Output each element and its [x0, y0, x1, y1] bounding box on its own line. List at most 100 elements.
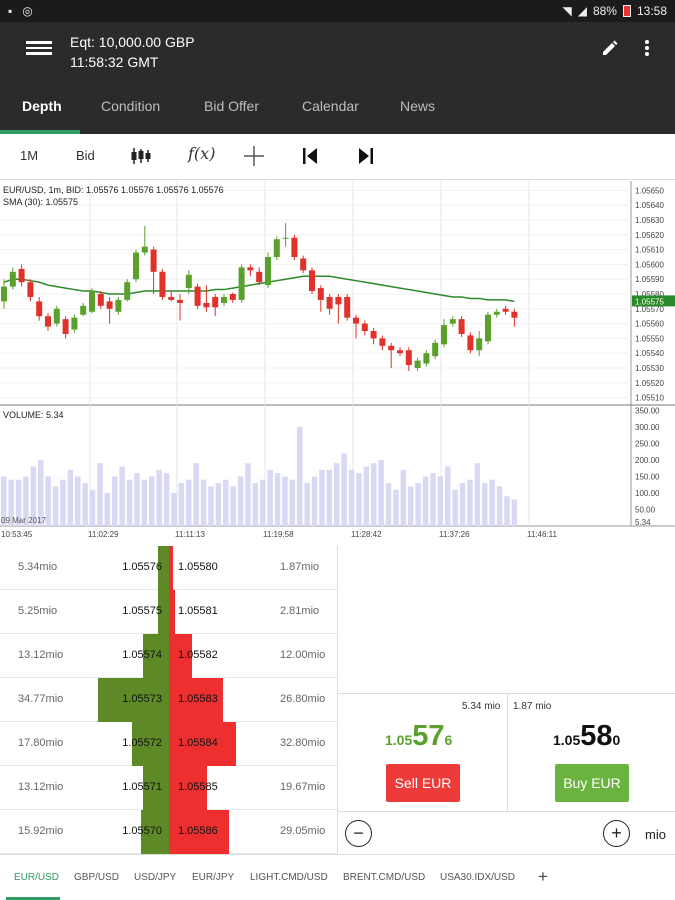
bid-volume: 5.34mio [18, 561, 58, 573]
instrument-tab[interactable]: USA30.IDX/USD [440, 872, 516, 883]
chart-area[interactable]: 1.05650 1.05640 1.05630 1.05620 1.05610 1.056… [0, 181, 675, 546]
volume-tick-label: 200.00 [635, 456, 660, 465]
x-tick-label: 11:11:13 [175, 530, 206, 539]
candle [265, 257, 271, 286]
order-book-row[interactable]: 13.12mio 1.05571 1.05585 19.67mio [0, 766, 338, 810]
buy-button[interactable]: Buy EUR [555, 764, 629, 802]
order-book-row[interactable]: 34.77mio 1.05573 1.05583 26.80mio [0, 678, 338, 722]
minus-icon[interactable]: − [345, 820, 372, 847]
volume-bar [289, 479, 296, 526]
volume-bar [75, 476, 81, 526]
skip-end-icon[interactable] [358, 146, 374, 169]
candle [485, 314, 491, 342]
order-book-row[interactable]: 15.92mio 1.05570 1.05586 29.05mio [0, 810, 338, 854]
tab-bid-offer[interactable]: Bid Offer [204, 98, 259, 114]
candle [97, 294, 104, 306]
volume-bar [237, 476, 244, 526]
order-book-row[interactable]: 5.25mio 1.05575 1.05581 2.81mio [0, 590, 338, 634]
ask-volume: 2.81mio [280, 605, 320, 617]
notification-icon: ▪ [8, 4, 13, 18]
sell-price-prefix: 1.05 [385, 732, 413, 748]
ask-volume: 1.87mio [280, 561, 320, 573]
menu-icon[interactable] [26, 38, 52, 62]
candle [89, 291, 95, 312]
signal-icon: ◢ [577, 4, 587, 18]
candlestick-icon[interactable] [130, 146, 152, 169]
volume-bar [163, 473, 170, 526]
ask-depth-bar [169, 634, 192, 678]
sell-price[interactable]: 1.05576 [385, 720, 452, 753]
volume-bar [126, 479, 133, 526]
instrument-tab[interactable]: LIGHT.CMD/USD [250, 872, 328, 883]
candle [247, 267, 254, 271]
candle [229, 294, 236, 300]
bid-volume: 13.12mio [18, 649, 64, 661]
plus-icon[interactable]: + [603, 820, 630, 847]
volume-bar [112, 476, 118, 526]
volume-bar [1, 476, 7, 526]
order-book: 5.34mio 1.05576 1.05580 1.87mio 5.25mio 1.055… [0, 546, 338, 854]
candle [45, 316, 51, 327]
more-vert-icon[interactable] [640, 38, 654, 60]
volume-bar [156, 469, 162, 526]
instrument-tab[interactable]: EUR/USD [14, 872, 60, 883]
volume-bar [30, 466, 37, 526]
ask-volume: 32.80mio [280, 737, 326, 749]
add-instrument-icon[interactable]: + [538, 867, 548, 886]
bid-price: 1.05570 [122, 825, 162, 837]
y-tick-label: 1.05530 [635, 364, 664, 373]
candle [124, 282, 131, 300]
skip-start-icon[interactable] [302, 146, 318, 169]
sell-button[interactable]: Sell EUR [386, 764, 460, 802]
chart-toolbar: 1M Bid f(x) [0, 134, 675, 180]
instrument-tab[interactable]: GBP/USD [74, 872, 120, 883]
order-book-row[interactable]: 5.34mio 1.05576 1.05580 1.87mio [0, 546, 338, 590]
price-side-button[interactable]: Bid [76, 148, 95, 163]
volume-bar [252, 483, 259, 526]
equity-label: Eqt: 10,000.00 GBP [70, 34, 195, 50]
price-chart-svg[interactable]: 1.05650 1.05640 1.05630 1.05620 1.05610 1.056… [0, 181, 675, 546]
order-book-row[interactable]: 13.12mio 1.05574 1.05582 12.00mio [0, 634, 338, 678]
candle [317, 288, 324, 300]
buy-price-pips: 58 [580, 720, 613, 752]
tab-condition[interactable]: Condition [101, 98, 161, 114]
volume-bar [348, 469, 355, 526]
volume-bar [171, 492, 177, 526]
crosshair-icon[interactable] [243, 145, 265, 170]
indicator-fx-icon[interactable]: f(x) [188, 144, 216, 163]
volume-tick-label: 150.00 [635, 472, 660, 481]
ask-price: 1.05584 [178, 737, 218, 749]
candle [53, 308, 60, 324]
buy-price[interactable]: 1.05580 [553, 720, 620, 753]
bid-price: 1.05573 [122, 693, 162, 705]
candle [309, 270, 315, 292]
quantity-unit: mio [645, 827, 666, 842]
volume-bar [415, 483, 421, 526]
candle [203, 302, 210, 308]
pencil-icon[interactable] [600, 38, 622, 60]
instrument-tab[interactable]: BRENT.CMD/USD [343, 872, 426, 883]
volume-bar [267, 469, 273, 526]
y-tick-label: 1.05600 [635, 260, 664, 269]
volume-bar [356, 473, 362, 526]
tab-news[interactable]: News [400, 98, 436, 114]
y-tick-label: 1.05610 [635, 246, 664, 255]
interval-button[interactable]: 1M [20, 148, 39, 163]
instrument-tab[interactable]: USD/JPY [134, 872, 177, 883]
candle [1, 286, 7, 302]
bid-price: 1.05576 [122, 561, 162, 573]
tab-depth[interactable]: Depth [22, 98, 62, 114]
instrument-tab[interactable]: EUR/JPY [192, 872, 235, 883]
volume-bar [38, 459, 44, 526]
tab-calendar[interactable]: Calendar [302, 98, 359, 114]
server-time: 11:58:32 GMT [70, 54, 159, 70]
volume-bar [445, 466, 451, 526]
candle [502, 308, 509, 312]
volume-bar [452, 489, 458, 526]
order-book-row[interactable]: 17.80mio 1.05572 1.05584 32.80mio [0, 722, 338, 766]
instrument-bar: EUR/USD GBP/USD USD/JPY EUR/JPY LIGHT.CM… [0, 854, 675, 900]
ask-price: 1.05586 [178, 825, 218, 837]
y-tick-label: 1.05510 [635, 394, 664, 403]
volume-bar [304, 483, 310, 526]
candle [80, 305, 87, 315]
